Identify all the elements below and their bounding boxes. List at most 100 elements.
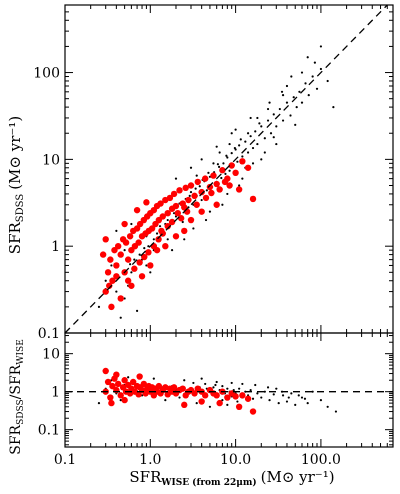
black-point-46	[254, 130, 257, 133]
red-point-53	[232, 169, 239, 177]
black-point-1	[115, 290, 118, 293]
red-point-63	[181, 227, 188, 235]
black-point-63	[164, 399, 167, 402]
black-point-59	[230, 381, 233, 385]
black-point-44	[285, 400, 289, 403]
top-axis-ticks	[64, 4, 394, 334]
black-point-68	[332, 106, 335, 109]
top-panel: 0.1 1 10 100 SFRSDSS(M⊙ yr⁻¹)	[6, 4, 394, 342]
black-point-48	[306, 402, 309, 405]
black-point-79	[192, 381, 195, 385]
black-point-67	[127, 376, 130, 379]
black-point-118	[266, 107, 270, 111]
black-point-86	[123, 297, 126, 300]
red-point-48	[210, 172, 217, 179]
black-point-77	[214, 383, 217, 387]
black-point-60	[241, 382, 244, 386]
red-point-31	[159, 213, 166, 220]
red-point-11	[124, 256, 132, 263]
black-point-70	[254, 383, 257, 387]
black-point-55	[281, 119, 285, 122]
black-point-30	[217, 165, 221, 168]
bottom-y-axis-label: SFRSDSS/SFRWISE	[8, 339, 26, 455]
black-point-79	[215, 145, 218, 148]
black-point-47	[256, 142, 259, 146]
y-tick-label: 0.1	[38, 326, 60, 342]
red-point-55	[244, 164, 252, 171]
red-point-45	[198, 188, 205, 196]
black-point-24	[221, 385, 224, 388]
red-point-66	[147, 262, 154, 269]
red-point-50	[219, 167, 226, 174]
red-point-58	[102, 367, 109, 375]
red-point-61	[138, 273, 146, 280]
black-point-115	[313, 61, 316, 64]
black-point-48	[260, 125, 263, 128]
red-point-37	[172, 202, 180, 210]
red-point-40	[182, 184, 189, 192]
black-point-39	[263, 390, 266, 393]
red-point-85	[216, 186, 223, 193]
red-point-65	[213, 201, 220, 208]
red-point-1	[104, 269, 112, 276]
red-point-2	[107, 394, 114, 401]
black-point-80	[234, 128, 237, 131]
red-point-70	[102, 236, 109, 243]
black-point-133	[152, 238, 155, 241]
black-point-108	[130, 222, 133, 226]
black-point-41	[272, 393, 275, 396]
red-point-79	[168, 218, 176, 226]
red-point-44	[194, 178, 201, 186]
black-point-53	[195, 402, 198, 405]
black-point-37	[256, 392, 259, 395]
red-point-41	[185, 196, 192, 204]
red-point-57	[235, 186, 243, 193]
black-point-91	[230, 132, 233, 135]
red-point-2	[107, 256, 114, 263]
red-point-60	[128, 282, 135, 289]
red-point-42	[187, 182, 195, 189]
red-point-43	[191, 192, 198, 200]
black-point-75	[297, 394, 300, 397]
red-point-83	[202, 194, 210, 202]
black-point-137	[133, 258, 136, 261]
black-point-123	[225, 154, 228, 157]
black-point-23	[200, 198, 203, 202]
black-point-127	[194, 187, 197, 190]
black-point-59	[295, 106, 298, 109]
black-point-33	[224, 172, 227, 176]
black-point-57	[289, 114, 292, 117]
black-point-9	[155, 232, 159, 235]
black-point-121	[239, 138, 242, 141]
black-point-131	[166, 218, 169, 222]
red-point-36	[170, 190, 178, 198]
black-point-52	[334, 410, 338, 413]
red-point-9	[121, 377, 128, 384]
bottom-y-tick-labels: 0.1 1 10	[38, 347, 60, 439]
black-point-117	[281, 94, 285, 97]
black-point-54	[278, 107, 281, 111]
red-point-3	[109, 277, 116, 284]
black-point-22	[198, 185, 201, 188]
y-tick-label: 10	[42, 347, 60, 363]
black-point-97	[195, 174, 198, 177]
red-point-73	[187, 216, 195, 224]
red-point-7	[117, 251, 124, 258]
black-point-69	[152, 377, 155, 380]
red-point-39	[179, 385, 186, 392]
black-point-51	[326, 405, 329, 408]
red-point-71	[99, 251, 107, 258]
black-point-95	[280, 90, 284, 93]
red-point-38	[176, 187, 183, 194]
red-point-51	[224, 394, 231, 401]
black-point-35	[249, 389, 252, 392]
black-point-58	[292, 96, 295, 99]
black-point-120	[246, 132, 250, 135]
black-point-32	[222, 162, 225, 165]
red-point-89	[106, 282, 113, 289]
black-point-70	[319, 45, 323, 48]
red-point-6	[114, 242, 122, 250]
red-point-82	[193, 201, 200, 208]
red-point-91	[145, 249, 152, 256]
